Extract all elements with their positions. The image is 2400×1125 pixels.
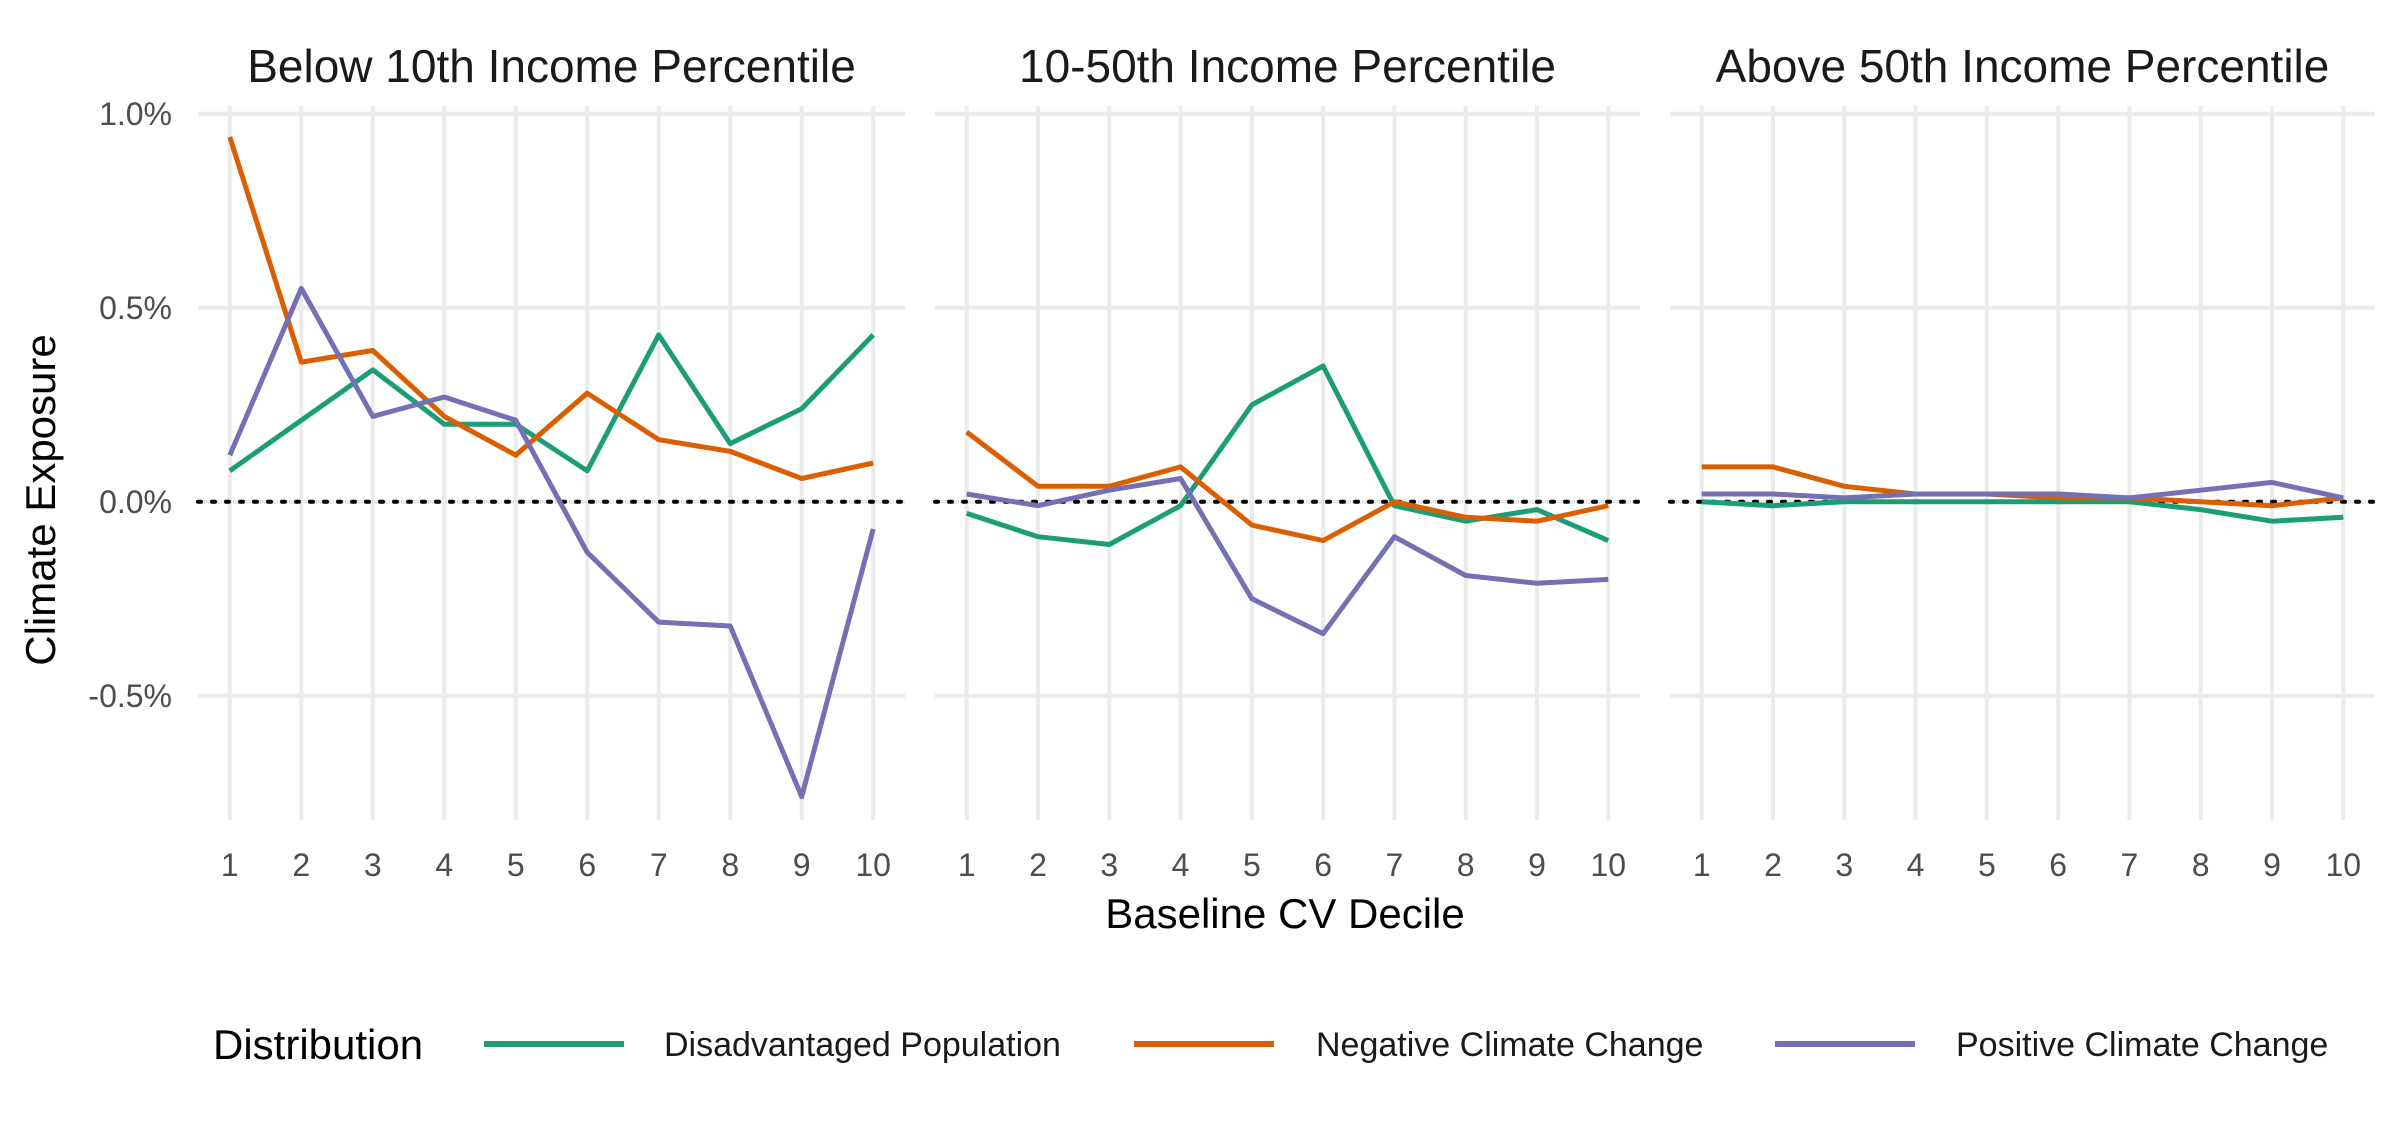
x-tick-label: 2	[1029, 847, 1047, 883]
x-tick-label: 5	[1243, 847, 1261, 883]
series-line-disadvantaged-population	[1701, 499, 2344, 524]
series-line-positive-climate-change	[1701, 479, 2344, 501]
x-tick-label: 6	[2049, 847, 2067, 883]
series-layer	[227, 136, 2344, 800]
x-tick-label: 2	[1764, 847, 1782, 883]
x-tick-label: 8	[1457, 847, 1475, 883]
x-tick-label: 1	[1693, 847, 1711, 883]
series-line-negative-climate-change	[965, 430, 1609, 544]
legend-title: Distribution	[213, 1021, 423, 1068]
facet-title: 10-50th Income Percentile	[1019, 40, 1556, 92]
x-tick-label: 4	[1907, 847, 1925, 883]
y-axis-ticks: 1.0% 0.5% 0.0% -0.5%	[88, 96, 172, 714]
facet-title: Above 50th Income Percentile	[1716, 40, 2330, 92]
x-tick-label: 6	[1314, 847, 1332, 883]
x-tick-label: 1	[221, 847, 239, 883]
x-tick-label: 4	[435, 847, 453, 883]
x-tick-label: 3	[1100, 847, 1118, 883]
facet-title: Below 10th Income Percentile	[247, 40, 856, 92]
series-line-positive-climate-change	[966, 476, 1609, 637]
x-tick-label: 3	[364, 847, 382, 883]
x-tick-label: 9	[2263, 847, 2281, 883]
x-tick-label: 8	[2192, 847, 2210, 883]
series-line-disadvantaged-population	[965, 363, 1610, 547]
y-tick-label: 1.0%	[99, 96, 172, 132]
x-axis-ticks: 1 2 3 4 5 6 7 8 9 10 1 2 3 4 5 6 7 8 9 10 1 2 3 4 5 6 7 8 9 10	[221, 847, 2361, 883]
x-tick-label: 10	[1590, 847, 1626, 883]
x-tick-label: 5	[1978, 847, 1996, 883]
x-tick-label: 10	[2325, 847, 2361, 883]
x-tick-label: 1	[958, 847, 976, 883]
series-line-disadvantaged-population	[228, 332, 875, 474]
x-tick-label: 4	[1172, 847, 1190, 883]
x-tick-label: 7	[1386, 847, 1404, 883]
legend-label: Negative Climate Change	[1316, 1026, 1703, 1064]
x-tick-label: 9	[793, 847, 811, 883]
y-tick-label: -0.5%	[88, 678, 172, 714]
x-tick-label: 6	[578, 847, 596, 883]
y-tick-label: 0.5%	[99, 290, 172, 326]
legend: Distribution Disadvantaged Population Nega…	[213, 1021, 2328, 1068]
series-line-positive-climate-change	[227, 285, 876, 800]
x-axis-title: Baseline CV Decile	[1105, 890, 1465, 937]
x-tick-label: 10	[855, 847, 891, 883]
x-tick-label: 9	[1528, 847, 1546, 883]
y-tick-label: 0.0%	[99, 484, 172, 520]
x-tick-label: 7	[650, 847, 668, 883]
facet-titles: Below 10th Income Percentile 10-50th Inco…	[247, 40, 2329, 92]
x-tick-label: 2	[292, 847, 310, 883]
x-tick-label: 5	[507, 847, 525, 883]
grid-layer	[198, 106, 2375, 820]
legend-label: Positive Climate Change	[1956, 1026, 2328, 1064]
x-tick-label: 7	[2121, 847, 2139, 883]
legend-label: Disadvantaged Population	[664, 1026, 1061, 1064]
x-tick-label: 3	[1835, 847, 1853, 883]
x-tick-label: 8	[721, 847, 739, 883]
y-axis-title: Climate Exposure	[17, 334, 64, 665]
